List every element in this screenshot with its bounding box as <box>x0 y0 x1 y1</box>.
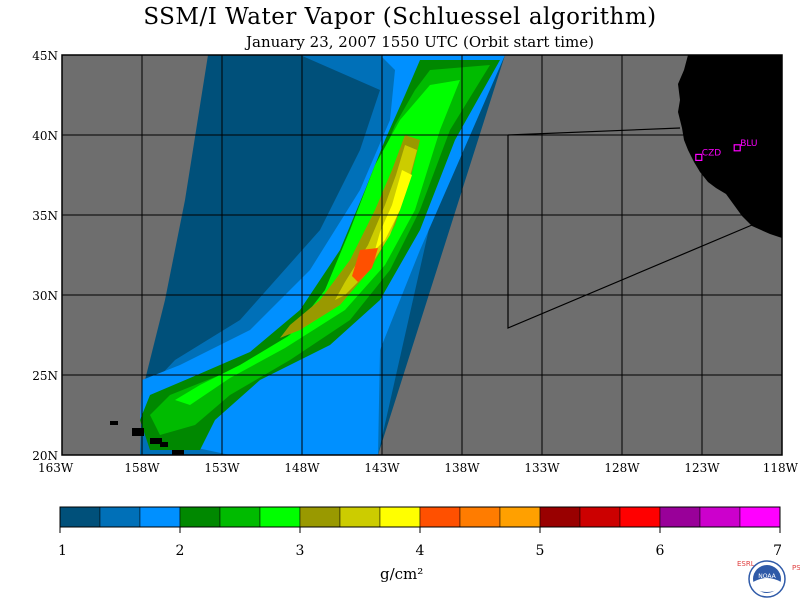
lon-label: 143W <box>364 461 400 475</box>
lat-label: 45N <box>32 49 58 63</box>
lon-label: 153W <box>204 461 240 475</box>
color-bar-tick-label: 6 <box>656 543 665 559</box>
color-bar-swatch <box>59 506 101 528</box>
color-bar-swatch <box>619 506 661 528</box>
color-bar-tick-label: 5 <box>536 543 545 559</box>
color-bar-swatch <box>179 506 221 528</box>
map-frame <box>61 54 783 456</box>
color-bar-swatch <box>419 506 461 528</box>
lat-label: 20N <box>32 449 58 463</box>
lon-label: 118W <box>763 461 799 475</box>
color-bar-swatch <box>139 506 181 528</box>
color-bar-swatch <box>259 506 301 528</box>
station-label: CZD <box>702 148 721 158</box>
color-bar-swatch <box>579 506 621 528</box>
color-bar-swatch <box>219 506 261 528</box>
color-bar-tick-label: 1 <box>58 543 67 559</box>
color-bar-tick-label: 2 <box>176 543 185 559</box>
lat-label: 25N <box>32 369 58 383</box>
latitude-labels: 20N 25N 30N 35N 40N 45N <box>32 49 58 463</box>
lon-label: 163W <box>38 461 74 475</box>
color-bar-tick-label: 3 <box>296 543 305 559</box>
california-coast-land <box>678 55 782 238</box>
logo-text: NOAA <box>758 573 776 580</box>
lon-label: 123W <box>684 461 720 475</box>
color-bar-swatch <box>499 506 541 528</box>
lon-label: 128W <box>604 461 640 475</box>
color-bar-swatch <box>379 506 421 528</box>
lon-label: 148W <box>284 461 320 475</box>
psd-letters: PSD <box>792 564 800 572</box>
station-marker <box>733 144 741 152</box>
color-bar-swatch <box>459 506 501 528</box>
color-bar-tick-label: 7 <box>773 543 782 559</box>
color-bar-swatch <box>659 506 701 528</box>
lon-label: 158W <box>124 461 160 475</box>
flight-track <box>507 127 753 329</box>
lon-label: 133W <box>524 461 560 475</box>
hawaiian-islands <box>110 421 184 455</box>
color-bar-swatch <box>99 506 141 528</box>
station-label: BLU <box>740 139 757 149</box>
lat-lon-gridlines <box>62 55 782 455</box>
noaa-logo: ESRL NOAA PSD <box>735 558 800 600</box>
color-bar-swatch <box>699 506 741 528</box>
color-bar-swatch <box>539 506 581 528</box>
color-bar <box>59 506 781 528</box>
lat-label: 30N <box>32 289 58 303</box>
color-bar-swatch <box>339 506 381 528</box>
color-bar-tick-label: 4 <box>416 543 425 559</box>
color-bar-swatch <box>299 506 341 528</box>
map-title: SSM/I Water Vapor (Schluessel algorithm) <box>143 4 657 30</box>
water-vapor-field <box>140 55 505 455</box>
map-subtitle: January 23, 2007 1550 UTC (Orbit start t… <box>246 33 594 51</box>
lat-label: 35N <box>32 209 58 223</box>
color-bar-labels: 1 2 3 4 5 6 7 <box>58 527 782 559</box>
station-markers: CZD BLU <box>695 139 758 161</box>
color-bar-swatch <box>739 506 781 528</box>
station-marker <box>695 153 703 161</box>
lat-label: 40N <box>32 129 58 143</box>
lon-label: 138W <box>444 461 480 475</box>
longitude-labels: 163W 158W 153W 148W 143W 138W 133W 128W 123W 118W <box>38 461 799 475</box>
units-label: g/cm² <box>380 565 424 583</box>
